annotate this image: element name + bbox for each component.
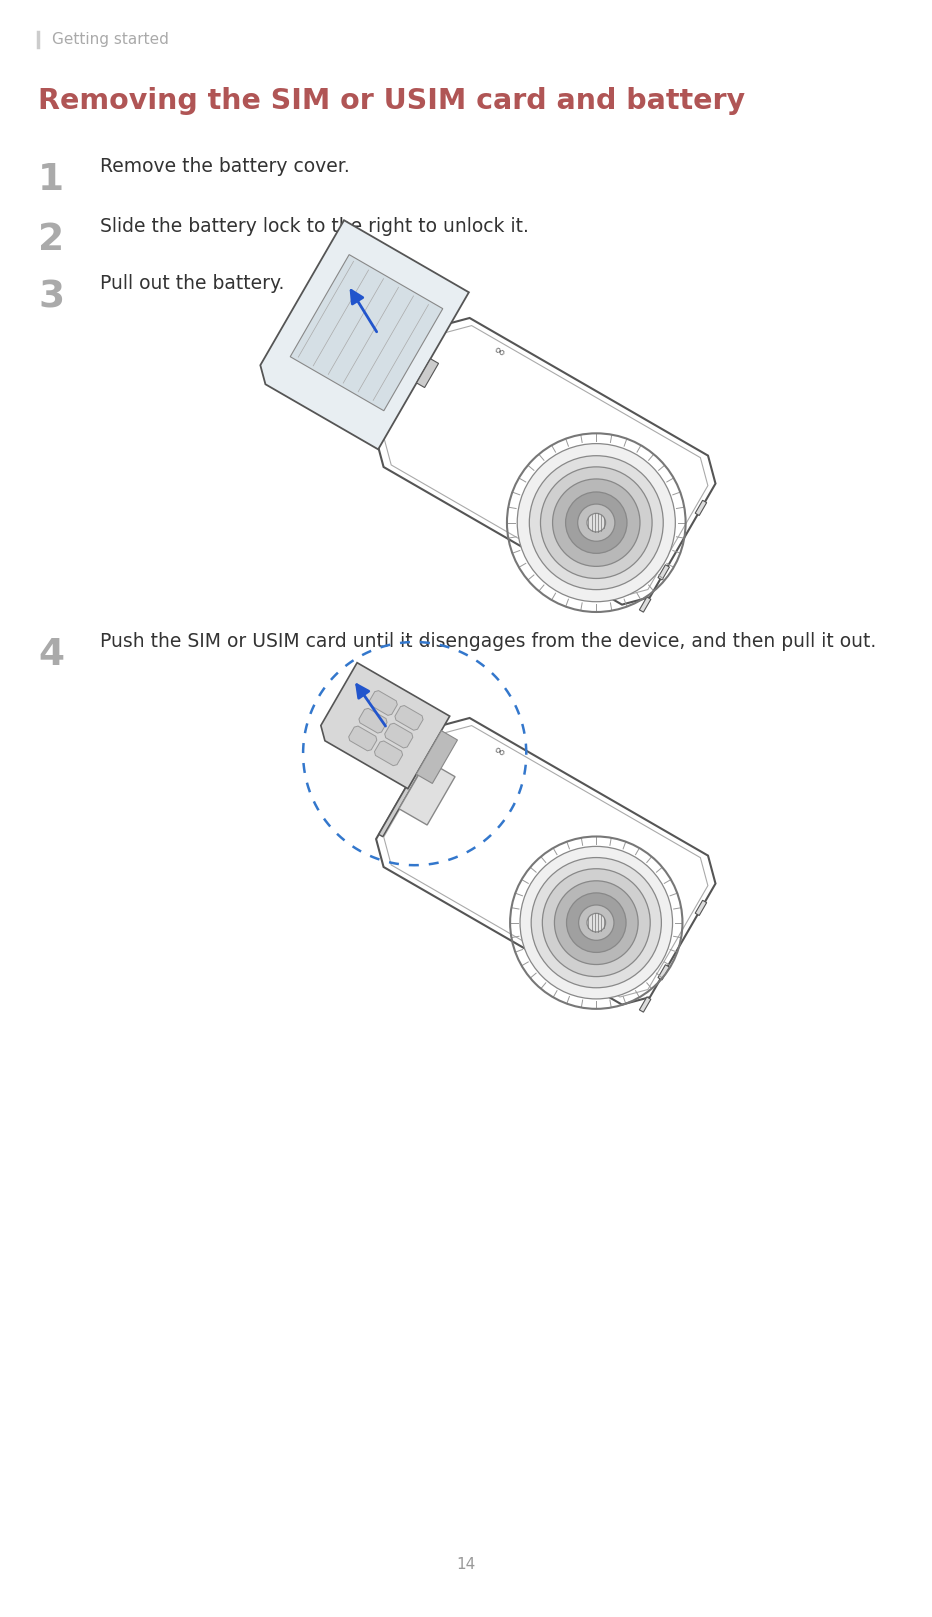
Ellipse shape xyxy=(542,868,651,977)
Ellipse shape xyxy=(587,914,606,931)
Text: 1: 1 xyxy=(38,162,64,197)
Polygon shape xyxy=(260,220,469,450)
Ellipse shape xyxy=(529,456,664,590)
Ellipse shape xyxy=(553,479,640,566)
Text: 2: 2 xyxy=(38,222,64,259)
Polygon shape xyxy=(369,690,397,715)
Text: Push the SIM or USIM card until it disengages from the device, and then pull it : Push the SIM or USIM card until it disen… xyxy=(100,632,876,652)
Text: oo: oo xyxy=(493,745,507,758)
Ellipse shape xyxy=(587,513,606,532)
Ellipse shape xyxy=(541,467,652,579)
Polygon shape xyxy=(375,741,403,766)
Ellipse shape xyxy=(520,846,673,999)
Ellipse shape xyxy=(531,857,662,988)
Polygon shape xyxy=(658,564,669,581)
Ellipse shape xyxy=(637,500,654,517)
Polygon shape xyxy=(695,500,706,516)
Polygon shape xyxy=(359,708,387,733)
Text: Remove the battery cover.: Remove the battery cover. xyxy=(100,157,350,176)
Polygon shape xyxy=(639,998,651,1012)
Ellipse shape xyxy=(567,893,626,952)
Text: Slide the battery lock to the right to unlock it.: Slide the battery lock to the right to u… xyxy=(100,217,528,236)
Polygon shape xyxy=(695,901,706,915)
Polygon shape xyxy=(321,663,450,789)
Text: Removing the SIM or USIM card and battery: Removing the SIM or USIM card and batter… xyxy=(38,87,745,115)
Polygon shape xyxy=(349,726,377,750)
Ellipse shape xyxy=(555,881,638,964)
Text: oo: oo xyxy=(493,344,507,357)
Ellipse shape xyxy=(517,443,676,602)
Text: 4: 4 xyxy=(38,637,64,673)
Ellipse shape xyxy=(578,505,615,542)
Polygon shape xyxy=(417,731,458,784)
Polygon shape xyxy=(385,723,413,749)
Polygon shape xyxy=(290,254,443,411)
Ellipse shape xyxy=(579,906,614,941)
Polygon shape xyxy=(395,705,423,731)
Text: Getting started: Getting started xyxy=(52,32,169,47)
Polygon shape xyxy=(417,359,439,388)
Text: Pull out the battery.: Pull out the battery. xyxy=(100,273,284,293)
Polygon shape xyxy=(377,718,716,1004)
Ellipse shape xyxy=(637,901,654,917)
Polygon shape xyxy=(378,731,443,836)
Polygon shape xyxy=(658,965,669,980)
Text: 3: 3 xyxy=(38,280,64,315)
Polygon shape xyxy=(399,760,455,825)
Polygon shape xyxy=(378,330,443,437)
Ellipse shape xyxy=(566,492,627,553)
Text: 14: 14 xyxy=(457,1557,475,1572)
Polygon shape xyxy=(639,597,651,613)
Polygon shape xyxy=(377,319,716,605)
